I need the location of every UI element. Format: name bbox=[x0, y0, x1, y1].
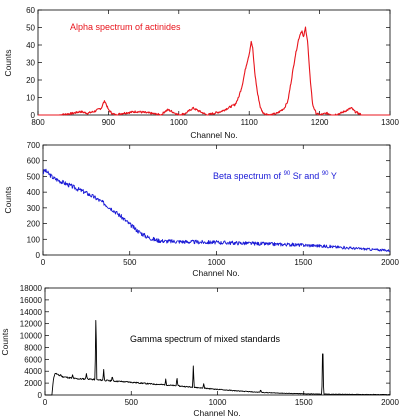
title-superscript: 90 bbox=[322, 171, 329, 177]
y-tick-label: 14000 bbox=[20, 308, 43, 317]
x-axis-label: Channel No. bbox=[193, 408, 240, 418]
y-axis: 0 10 20 30 40 50 60 bbox=[26, 6, 390, 120]
y-axis: 0 100 200 300 400 500 600 700 bbox=[27, 141, 390, 260]
y-axis-label: Counts bbox=[3, 187, 13, 214]
spectrum-line bbox=[42, 168, 391, 252]
chart-title: Beta spectrum of 90 Sr and 90 Y bbox=[213, 167, 337, 181]
gamma-spectrum-chart: 0200040006000800010000120001400016000180… bbox=[0, 284, 400, 418]
x-tick-label: 500 bbox=[125, 398, 139, 407]
x-tick-label: 1500 bbox=[295, 398, 313, 407]
series-line bbox=[37, 26, 391, 116]
y-tick-label: 20 bbox=[26, 76, 35, 85]
y-tick-label: 2000 bbox=[24, 379, 42, 388]
alpha-spectrum-chart: 0 10 20 30 40 50 60 800 900 1000 1100 1200 1300 Alp… bbox=[3, 6, 399, 140]
x-tick-label: 1000 bbox=[208, 258, 226, 267]
x-tick-label: 0 bbox=[43, 398, 48, 407]
x-tick-label: 900 bbox=[102, 118, 116, 127]
y-tick-label: 60 bbox=[26, 6, 35, 15]
y-tick-label: 50 bbox=[26, 24, 35, 33]
x-tick-label: 500 bbox=[123, 258, 137, 267]
y-tick-label: 200 bbox=[27, 220, 41, 229]
x-axis: 800 900 1000 1100 1200 1300 bbox=[31, 10, 399, 127]
y-tick-label: 100 bbox=[27, 235, 41, 244]
x-tick-label: 1300 bbox=[381, 118, 399, 127]
y-tick-label: 0 bbox=[38, 391, 43, 400]
chart-title: Gamma spectrum of mixed standards bbox=[130, 334, 281, 344]
y-tick-label: 16000 bbox=[20, 296, 43, 305]
title-superscript: 90 bbox=[284, 171, 291, 177]
x-tick-label: 800 bbox=[31, 118, 45, 127]
y-tick-label: 40 bbox=[26, 41, 35, 50]
spectrum-line bbox=[37, 26, 391, 116]
x-tick-label: 1100 bbox=[241, 118, 259, 127]
series-line bbox=[42, 168, 391, 252]
y-tick-label: 18000 bbox=[20, 284, 43, 293]
y-tick-label: 10 bbox=[26, 94, 35, 103]
x-tick-label: 1000 bbox=[170, 118, 188, 127]
y-tick-label: 10000 bbox=[20, 332, 43, 341]
y-tick-label: 600 bbox=[27, 157, 41, 166]
y-tick-label: 300 bbox=[27, 204, 41, 213]
x-tick-label: 2000 bbox=[381, 258, 399, 267]
y-axis: 0 2000 4000 6000 8000 10000 12000 14000 16000 180… bbox=[20, 284, 390, 400]
y-axis-label: Counts bbox=[0, 329, 10, 356]
y-tick-label: 4000 bbox=[24, 367, 42, 376]
x-tick-label: 1200 bbox=[311, 118, 329, 127]
y-tick-label: 0 bbox=[36, 251, 41, 260]
x-axis: 0 500 1000 1500 2000 bbox=[43, 288, 399, 407]
y-tick-label: 400 bbox=[27, 188, 41, 197]
y-tick-label: 700 bbox=[27, 141, 41, 150]
chart-title: Alpha spectrum of actinides bbox=[70, 22, 181, 32]
title-part: Sr and bbox=[293, 171, 320, 181]
x-tick-label: 0 bbox=[41, 258, 46, 267]
plot-area: 0 10 20 30 40 50 60 800 900 1000 1100 1200 1300 Alp… bbox=[26, 6, 399, 127]
y-tick-label: 6000 bbox=[24, 355, 42, 364]
x-axis-label: Channel No. bbox=[192, 268, 239, 278]
y-tick-label: 8000 bbox=[24, 343, 42, 352]
series-line bbox=[45, 319, 391, 396]
title-part: Y bbox=[331, 171, 337, 181]
x-tick-label: 1500 bbox=[294, 258, 312, 267]
title-part: Beta spectrum of bbox=[213, 171, 282, 181]
x-axis: 0 500 1000 1500 2000 bbox=[41, 145, 399, 267]
x-tick-label: 1000 bbox=[209, 398, 227, 407]
y-tick-label: 12000 bbox=[20, 320, 43, 329]
y-tick-label: 30 bbox=[26, 59, 35, 68]
y-tick-label: 500 bbox=[27, 172, 41, 181]
y-axis-label: Counts bbox=[3, 50, 13, 77]
x-tick-label: 2000 bbox=[381, 398, 399, 407]
spectrum-line bbox=[45, 319, 391, 396]
x-axis-label: Channel No. bbox=[190, 130, 237, 140]
y-tick-label: 0 bbox=[31, 111, 36, 120]
plot-frame bbox=[42, 144, 391, 256]
plot-area: 0200040006000800010000120001400016000180… bbox=[20, 284, 400, 407]
